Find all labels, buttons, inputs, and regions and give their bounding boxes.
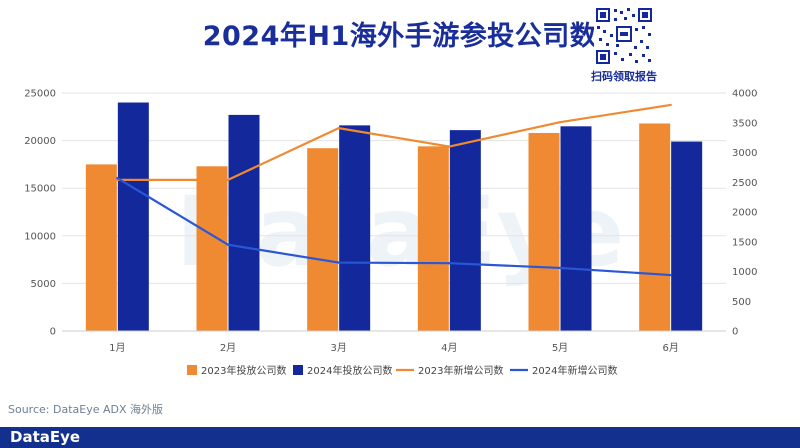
bar-2023 bbox=[196, 166, 228, 331]
y-axis-left: 0 5000 10000 15000 20000 25000 bbox=[24, 89, 56, 338]
bars bbox=[85, 102, 703, 332]
bar-2024 bbox=[117, 102, 149, 332]
y-left-tick-label: 25000 bbox=[24, 89, 56, 100]
y-right-tick-label: 3500 bbox=[732, 118, 757, 129]
x-tick-label: 6月 bbox=[662, 342, 678, 354]
x-tick-label: 5月 bbox=[552, 342, 568, 354]
bar-2023 bbox=[528, 132, 560, 331]
line-point bbox=[226, 243, 230, 246]
y-right-tick-label: 1500 bbox=[732, 237, 757, 248]
legend-swatch bbox=[187, 365, 197, 375]
legend-label: 2023年投放公司数 bbox=[201, 364, 286, 377]
source-note: Source: DataEye ADX 海外版 bbox=[8, 403, 163, 416]
y-right-tick-label: 4000 bbox=[732, 89, 757, 100]
y-right-tick-label: 2500 bbox=[732, 178, 757, 189]
line-point bbox=[669, 273, 672, 277]
bar-2024 bbox=[228, 114, 260, 331]
x-tick-label: 2月 bbox=[220, 342, 236, 354]
y-right-tick-label: 1000 bbox=[732, 267, 757, 278]
line-point bbox=[337, 261, 340, 264]
footer-logo: DataEye bbox=[10, 428, 81, 446]
y-left-tick-label: 0 bbox=[50, 327, 56, 338]
y-left-tick-label: 15000 bbox=[24, 184, 56, 195]
line-point bbox=[558, 120, 562, 124]
y-left-tick-label: 20000 bbox=[24, 136, 56, 147]
line-point bbox=[448, 261, 451, 265]
legend-swatch bbox=[293, 365, 303, 375]
bar-2023 bbox=[417, 146, 449, 331]
y-right-tick-label: 500 bbox=[732, 297, 751, 308]
y-right-tick-label: 2000 bbox=[732, 208, 757, 219]
qr-caption: 扫码领取报告 bbox=[591, 70, 657, 83]
y-right-tick-label: 0 bbox=[732, 327, 738, 338]
legend-label: 2024年新增公司数 bbox=[532, 364, 617, 377]
line-point bbox=[448, 145, 451, 148]
line-point bbox=[558, 266, 562, 270]
chart-title: 2024年H1海外手游参投公司数 bbox=[202, 21, 598, 52]
line-point bbox=[226, 178, 230, 182]
legend: 2023年投放公司数 2024年投放公司数 2023年新增公司数 2024年新增公司数 bbox=[187, 364, 617, 377]
bar-2024 bbox=[339, 125, 371, 331]
bar-2023 bbox=[307, 148, 339, 331]
y-right-tick-label: 3000 bbox=[732, 148, 757, 159]
bar-2023 bbox=[639, 123, 671, 332]
bar-2023 bbox=[85, 164, 117, 331]
line-point bbox=[116, 176, 119, 180]
line-2024 bbox=[116, 177, 671, 277]
lines bbox=[116, 103, 672, 277]
bar-2024 bbox=[560, 126, 592, 331]
line-point bbox=[337, 126, 340, 130]
x-tick-label: 3月 bbox=[330, 342, 346, 354]
footer-bar: DataEye bbox=[0, 427, 800, 448]
y-axis-right: 0 500 1000 1500 2000 2500 3000 3500 4000 bbox=[732, 89, 757, 338]
bar-2024 bbox=[449, 130, 481, 331]
y-left-tick-label: 10000 bbox=[24, 231, 56, 242]
legend-label: 2023年新增公司数 bbox=[418, 364, 503, 377]
x-tick-label: 1月 bbox=[109, 342, 125, 354]
x-tick-label: 4月 bbox=[441, 342, 457, 354]
qr-code bbox=[594, 6, 654, 66]
bar-2024 bbox=[671, 141, 703, 331]
y-left-tick-label: 5000 bbox=[31, 279, 56, 290]
legend-label: 2024年投放公司数 bbox=[307, 364, 392, 377]
x-axis: 1月 2月 3月 4月 5月 6月 bbox=[62, 330, 726, 354]
line-2023 bbox=[117, 103, 671, 181]
line-point bbox=[669, 103, 672, 107]
